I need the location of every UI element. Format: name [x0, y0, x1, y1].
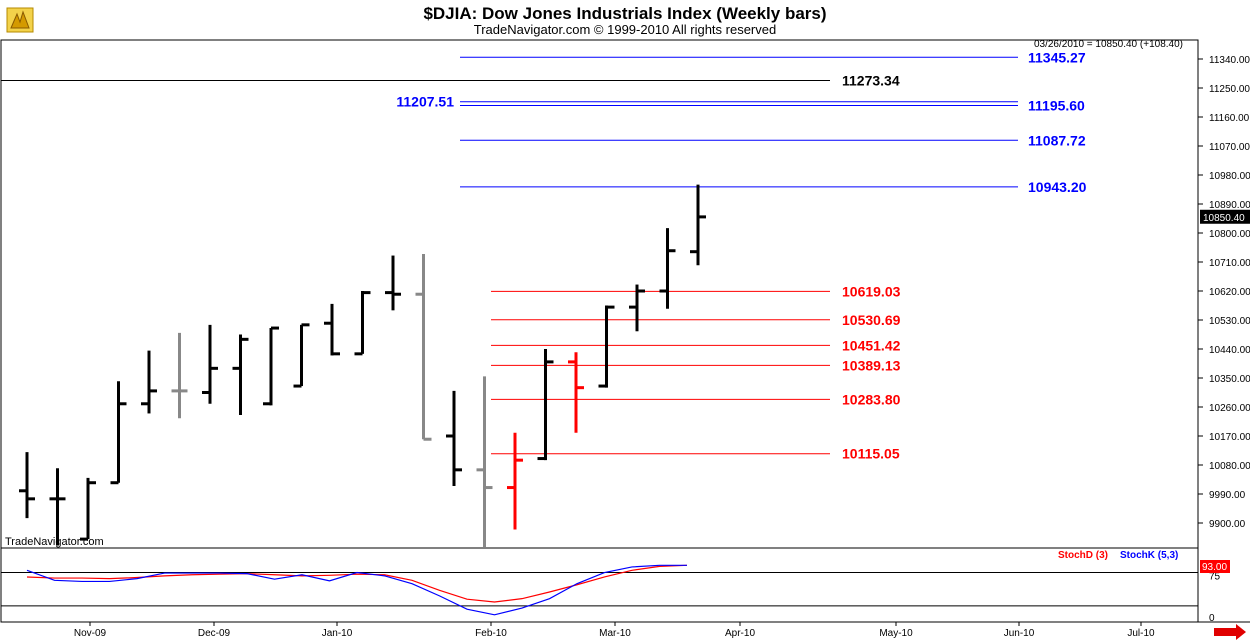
- level-label: 11273.34: [842, 72, 900, 88]
- chart-title: $DJIA: Dow Jones Industrials Index (Week…: [423, 4, 827, 23]
- ohlc-bar: [415, 253, 432, 441]
- level-label: 11087.72: [1028, 132, 1086, 148]
- price-axis-tick-label: 10710.00: [1209, 258, 1250, 269]
- stoch-axis-tick-label: 0: [1209, 613, 1215, 624]
- ohlc-bar: [446, 390, 462, 486]
- level-label: 11195.60: [1028, 98, 1085, 114]
- ohlc-bar: [659, 228, 676, 309]
- stoch-legend-label: StochK (5,3): [1120, 550, 1178, 561]
- level-label: 10115.05: [842, 446, 900, 462]
- time-axis-label: Nov-09: [74, 628, 107, 639]
- price-axis-tick-label: 10530.00: [1209, 316, 1250, 327]
- price-axis-tick-label: 11070.00: [1209, 142, 1250, 153]
- ohlc-bar: [19, 452, 35, 519]
- ohlc-bar: [324, 303, 340, 356]
- time-axis-label: Apr-10: [725, 628, 755, 639]
- level-label: 10283.80: [842, 391, 901, 407]
- price-axis-tick-label: 11160.00: [1209, 113, 1250, 124]
- time-axis-label: Dec-09: [198, 628, 231, 639]
- level-label: 11207.51: [396, 94, 454, 110]
- ohlc-bar: [293, 323, 310, 388]
- price-axis-tick-label: 10440.00: [1209, 345, 1250, 356]
- ohlc-bar: [598, 305, 615, 388]
- ohlc-bar: [171, 332, 188, 419]
- time-axis-label: Jul-10: [1127, 628, 1155, 639]
- stoch-series-line: [26, 564, 687, 616]
- ohlc-bar: [141, 350, 157, 414]
- price-axis-tick-label: 11340.00: [1209, 55, 1250, 66]
- price-axis-tick-label: 10980.00: [1209, 171, 1250, 182]
- stoch-current-badge: [1200, 560, 1230, 573]
- price-axis-tick-label: 9990.00: [1209, 490, 1246, 501]
- ohlc-bar: [629, 284, 645, 332]
- watermark-label: TradeNavigator.com: [5, 536, 104, 548]
- ohlc-bar: [690, 184, 706, 266]
- price-axis-tick-label: 10800.00: [1209, 229, 1250, 240]
- ohlc-bar: [80, 477, 96, 541]
- level-label: 10451.42: [842, 337, 901, 353]
- level-label: 10619.03: [842, 283, 901, 299]
- time-axis-label: Mar-10: [599, 628, 631, 639]
- price-axis-tick-label: 10890.00: [1209, 200, 1250, 211]
- ohlc-bar: [110, 381, 127, 485]
- price-pane-border: [0, 39, 1199, 549]
- indicator-pane-border: [0, 547, 1199, 623]
- time-axis-label: May-10: [879, 628, 913, 639]
- ohlc-bar: [49, 468, 66, 546]
- current-price-badge: [1200, 209, 1250, 224]
- stoch-legend-label: StochD (3): [1058, 550, 1108, 561]
- stoch-series-line: [26, 564, 688, 603]
- level-label: 10389.13: [842, 357, 901, 373]
- ohlc-bar: [202, 324, 218, 404]
- current-price-label: 10850.40: [1203, 213, 1245, 224]
- ohlc-bar: [537, 349, 554, 461]
- price-axis-tick-label: 11250.00: [1209, 84, 1250, 95]
- ohlc-bar: [263, 326, 279, 406]
- price-axis-tick-label: 9900.00: [1209, 519, 1246, 530]
- ohlc-bar: [354, 291, 371, 356]
- last-quote-label: 03/26/2010 = 10850.40 (+108.40): [1034, 39, 1183, 50]
- time-axis-label: Jan-10: [322, 628, 353, 639]
- time-axis-label: Feb-10: [475, 628, 507, 639]
- ohlc-bar: [385, 255, 401, 311]
- price-axis-tick-label: 10620.00: [1209, 287, 1250, 298]
- ohlc-bar: [507, 432, 523, 530]
- level-label: 11345.27: [1028, 49, 1086, 65]
- level-label: 10943.20: [1028, 179, 1087, 195]
- price-axis-tick-label: 10350.00: [1209, 374, 1250, 385]
- chart-subtitle: TradeNavigator.com © 1999-2010 All right…: [473, 22, 777, 37]
- price-axis-tick-label: 10260.00: [1209, 403, 1250, 414]
- scroll-right-arrow-icon[interactable]: [1214, 624, 1246, 640]
- ohlc-bar: [232, 334, 249, 416]
- stoch-current-label: 93.00: [1202, 562, 1227, 573]
- level-label: 10530.69: [842, 312, 901, 328]
- ohlc-bar: [476, 376, 493, 547]
- trade-navigator-logo-icon[interactable]: [5, 6, 35, 34]
- time-axis-label: Jun-10: [1004, 628, 1035, 639]
- stoch-axis-tick-label: 75: [1209, 571, 1221, 582]
- price-axis-tick-label: 10170.00: [1209, 432, 1250, 443]
- ohlc-bar: [568, 352, 584, 433]
- price-axis-tick-label: 10080.00: [1209, 461, 1250, 472]
